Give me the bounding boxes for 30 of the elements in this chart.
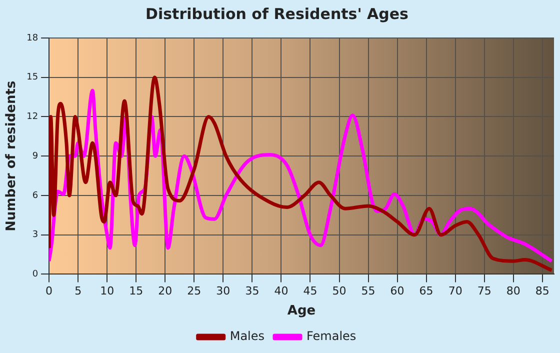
x-tick-label: 60 xyxy=(390,284,404,298)
y-tick-label: 12 xyxy=(26,112,38,122)
x-tick-label: 75 xyxy=(477,284,492,298)
x-tick-label: 40 xyxy=(274,284,288,298)
x-tick-label: 70 xyxy=(448,284,462,298)
x-tick-label: 80 xyxy=(506,284,520,298)
y-tick-label: 18 xyxy=(26,33,38,44)
y-tick-label: 0 xyxy=(32,270,38,280)
legend-label: Males xyxy=(230,329,265,344)
x-tick-label: 30 xyxy=(216,284,230,298)
y-axis-title: Number of residents xyxy=(4,80,20,232)
x-tick-label: 25 xyxy=(187,284,202,298)
chart-title: Distribution of Residents' Ages xyxy=(146,4,409,23)
y-tick-label: 6 xyxy=(32,190,38,201)
x-tick-label: 45 xyxy=(303,284,318,298)
x-tick-label: 55 xyxy=(361,284,376,298)
x-tick-label: 5 xyxy=(74,284,82,298)
x-tick-label: 50 xyxy=(332,284,346,298)
legend-label: Females xyxy=(306,329,356,344)
x-tick-label: 15 xyxy=(129,284,144,298)
x-tick-label: 20 xyxy=(158,284,172,298)
x-tick-label: 35 xyxy=(245,284,260,298)
x-tick-label: 85 xyxy=(535,284,550,298)
x-axis-title: Age xyxy=(287,304,316,319)
y-tick-label: 3 xyxy=(32,230,38,240)
y-tick-label: 9 xyxy=(32,151,38,162)
x-tick-label: 10 xyxy=(100,284,114,298)
y-tick-label: 15 xyxy=(26,72,38,83)
x-tick-label: 0 xyxy=(46,284,53,298)
x-tick-label: 65 xyxy=(419,284,434,298)
